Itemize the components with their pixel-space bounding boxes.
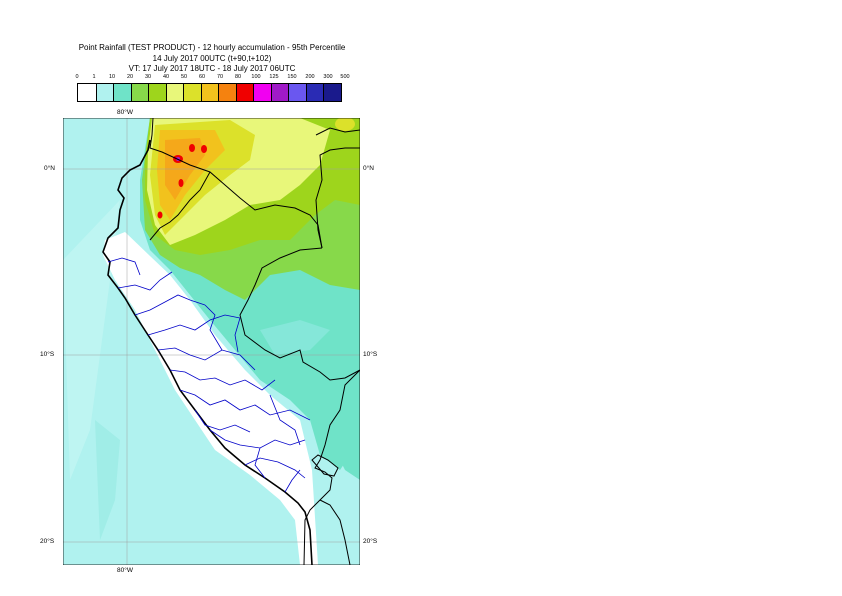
title-line-2: 14 July 2017 00UTC (t+90,t+102) [152, 54, 272, 63]
legend-swatch [130, 84, 148, 101]
legend-label-125: 125 [269, 74, 279, 80]
legend-label-30: 30 [144, 74, 152, 80]
legend-label-80: 80 [234, 74, 242, 80]
lat-label-20-right: 20°S [363, 538, 378, 545]
legend-label-20: 20 [126, 74, 134, 80]
legend-swatch [200, 84, 218, 101]
legend-label-70: 70 [216, 74, 224, 80]
legend-swatch [78, 84, 96, 101]
legend-swatch [323, 84, 341, 101]
lat-label-0-right: 0°N [363, 165, 374, 172]
legend-label-10: 10 [108, 74, 116, 80]
title-line-3: VT: 17 July 2017 18UTC - 18 July 2017 06… [128, 64, 296, 73]
legend-label-40: 40 [162, 74, 170, 80]
legend-swatch [270, 84, 288, 101]
lat-label-10-left: 10°S [40, 351, 55, 358]
dry-coast [103, 232, 318, 565]
lon-label-top: 80°W [117, 109, 133, 116]
admin-boundaries [107, 257, 311, 493]
legend-swatch [113, 84, 131, 101]
legend-colorbar [77, 83, 342, 102]
title-line-1: Point Rainfall (TEST PRODUCT) - 12 hourl… [78, 43, 346, 52]
lon-label-bottom: 80°W [117, 567, 133, 574]
legend-swatch [183, 84, 201, 101]
legend-swatch [95, 84, 113, 101]
lat-label-0-left: 0°N [44, 165, 55, 172]
legend-label-300: 300 [323, 74, 333, 80]
legend-label-100: 100 [251, 74, 261, 80]
coastline [102, 139, 313, 565]
legend-swatch [165, 84, 183, 101]
legend-label-150: 150 [287, 74, 297, 80]
legend-swatch [218, 84, 236, 101]
legend-label-50: 50 [180, 74, 188, 80]
legend-swatch [148, 84, 166, 101]
rainfall-map [63, 118, 360, 565]
legend-label-200: 200 [305, 74, 315, 80]
lat-label-20-left: 20°S [40, 538, 55, 545]
legend-swatch [288, 84, 306, 101]
legend-swatch [253, 84, 271, 101]
legend-label-0: 0 [75, 74, 79, 80]
legend-label-500: 500 [340, 74, 350, 80]
offshore-streaks [63, 200, 120, 480]
country-borders [149, 118, 360, 565]
legend-swatch [235, 84, 253, 101]
legend-label-1: 1 [92, 74, 96, 80]
legend-swatch [305, 84, 323, 101]
lat-label-10-right: 10°S [363, 351, 378, 358]
legend-label-60: 60 [198, 74, 206, 80]
